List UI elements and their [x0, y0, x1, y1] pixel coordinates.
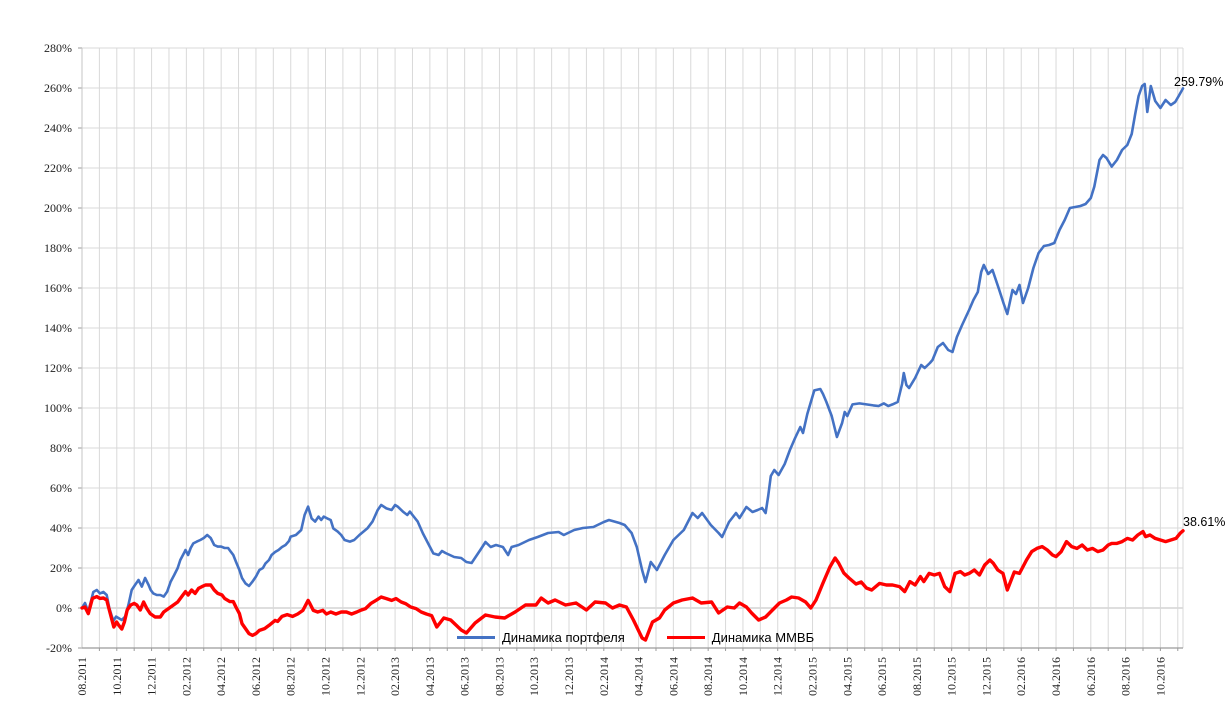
- x-axis-label: 04.2016: [1049, 657, 1063, 696]
- y-axis-label: 120%: [44, 361, 72, 375]
- y-axis-label: 100%: [44, 401, 72, 415]
- x-axis-label: 12.2011: [145, 657, 159, 696]
- x-axis-label: 04.2015: [840, 657, 854, 696]
- portfolio-line-swatch-icon: [457, 636, 495, 639]
- y-axis-label: 20%: [50, 561, 72, 575]
- legend-label-mmvb: Динамика ММВБ: [711, 630, 815, 645]
- x-axis-label: 06.2015: [875, 657, 889, 696]
- x-axis-label: 06.2014: [666, 657, 680, 696]
- mmvb-line-swatch-icon: [666, 636, 705, 639]
- y-axis-label: 260%: [44, 81, 72, 95]
- x-axis-label: 04.2012: [214, 657, 228, 696]
- x-axis-label: 02.2014: [597, 657, 611, 696]
- x-axis-label: 12.2015: [979, 657, 993, 696]
- portfolio-end-value-label: 259.79%: [1174, 75, 1224, 89]
- x-axis-label: 06.2012: [249, 657, 263, 696]
- x-axis-label: 04.2014: [632, 657, 646, 696]
- y-axis-label: 240%: [44, 121, 72, 135]
- x-axis-label: 02.2012: [179, 657, 193, 696]
- x-axis-label: 12.2012: [353, 657, 367, 696]
- x-axis-label: 06.2013: [458, 657, 472, 696]
- y-axis-label: -20%: [46, 641, 72, 655]
- y-axis-label: 0%: [56, 601, 72, 615]
- x-axis-label: 08.2013: [492, 657, 506, 696]
- x-axis-label: 08.2016: [1119, 657, 1133, 696]
- x-axis-label: 10.2016: [1153, 657, 1167, 696]
- y-axis-label: 160%: [44, 281, 72, 295]
- x-axis-label: 12.2014: [771, 657, 785, 696]
- y-axis-label: 280%: [44, 41, 72, 55]
- x-axis-label: 10.2013: [527, 657, 541, 696]
- y-axis-label: 80%: [50, 441, 72, 455]
- x-axis-label: 02.2013: [388, 657, 402, 696]
- x-axis-label: 10.2012: [319, 657, 333, 696]
- y-axis-label: 140%: [44, 321, 72, 335]
- x-axis-label: 08.2015: [910, 657, 924, 696]
- legend-item-mmvb: Динамика ММВБ: [666, 630, 815, 645]
- mmvb-series-line: [80, 529, 1185, 642]
- x-axis-label: 04.2013: [423, 657, 437, 696]
- legend-item-portfolio: Динамика портфеля: [457, 630, 625, 645]
- x-axis-label: 02.2015: [806, 657, 820, 696]
- x-axis-label: 10.2011: [110, 657, 124, 696]
- x-axis-label: 06.2016: [1084, 657, 1098, 696]
- x-axis-label: 08.2014: [701, 657, 715, 696]
- legend: Динамика портфеля Динамика ММВБ: [457, 630, 814, 645]
- y-axis-label: 60%: [50, 481, 72, 495]
- y-axis-label: 200%: [44, 201, 72, 215]
- legend-label-portfolio: Динамика портфеля: [502, 630, 625, 645]
- x-axis-label: 08.2011: [75, 657, 89, 696]
- y-axis-label: 180%: [44, 241, 72, 255]
- portfolio-series-line: [80, 82, 1185, 623]
- x-axis-label: 10.2014: [736, 657, 750, 696]
- y-axis-label: 40%: [50, 521, 72, 535]
- x-axis-label: 10.2015: [945, 657, 959, 696]
- x-axis-label: 02.2016: [1014, 657, 1028, 696]
- x-axis-label: 12.2013: [562, 657, 576, 696]
- mmvb-end-value-label: 38.61%: [1183, 515, 1226, 529]
- x-axis-label: 08.2012: [284, 657, 298, 696]
- y-axis-label: 220%: [44, 161, 72, 175]
